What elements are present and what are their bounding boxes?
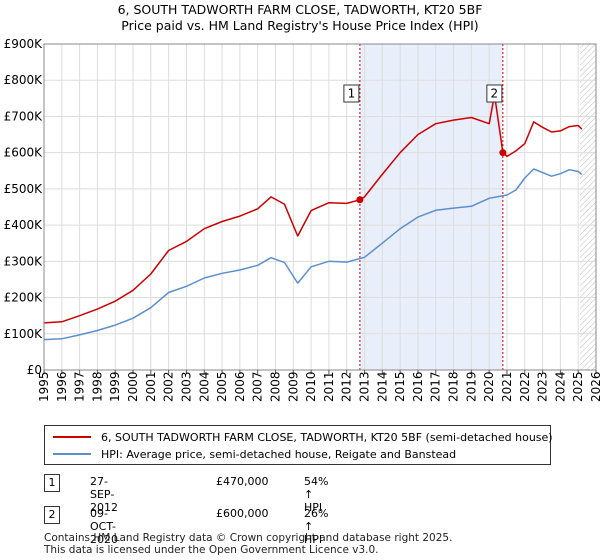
x-tick-label: 2023 [536, 371, 550, 402]
x-tick-label: 2006 [233, 371, 247, 402]
transaction-date: 27-SEP-2012 [90, 475, 118, 514]
x-tick-label: 2009 [286, 371, 300, 402]
chart-legend: 6, SOUTH TADWORTH FARM CLOSE, TADWORTH, … [44, 425, 553, 465]
legend-item-property: 6, SOUTH TADWORTH FARM CLOSE, TADWORTH, … [53, 429, 553, 445]
x-tick-label: 2010 [304, 371, 318, 402]
price-chart: 1 2 £0 £100K £200K £300K £400K £500K £600K £700K… [4, 37, 600, 402]
chart-title-block: 6, SOUTH TADWORTH FARM CLOSE, TADWORTH, … [0, 2, 600, 34]
x-tick-label: 1997 [73, 371, 87, 402]
chart-title: 6, SOUTH TADWORTH FARM CLOSE, TADWORTH, … [117, 2, 483, 17]
x-tick-label: 2018 [447, 371, 461, 402]
x-tick-label: 2015 [393, 371, 407, 402]
legend-swatch-hpi [53, 453, 91, 455]
y-tick-label: £900K [4, 37, 44, 51]
x-tick-label: 2003 [179, 371, 193, 402]
x-tick-label: 1996 [55, 371, 69, 402]
transaction-price: £470,000 [216, 475, 269, 488]
hatched-future-region [579, 44, 596, 370]
x-tick-label: 2016 [411, 371, 425, 402]
x-tick-label: 2004 [197, 371, 211, 402]
legend-label-property: 6, SOUTH TADWORTH FARM CLOSE, TADWORTH, … [101, 430, 553, 444]
series-line [43, 168, 583, 341]
x-tick-label: 2026 [589, 371, 600, 402]
y-tick-label: £800K [4, 73, 44, 87]
x-tick-label: 2000 [126, 371, 140, 402]
x-tick-label: 2022 [518, 371, 532, 402]
x-tick-label: 2014 [375, 371, 389, 402]
transaction-hpi-change: 54% ↑ HPI [304, 475, 329, 514]
x-tick-label: 1999 [108, 371, 122, 402]
legend-label-hpi: HPI: Average price, semi-detached house,… [101, 447, 457, 461]
x-tick-label: 1998 [90, 371, 104, 402]
x-tick-label: 2025 [571, 371, 585, 402]
transaction-date: 09-OCT-2020 [90, 507, 118, 546]
transaction-point [356, 196, 364, 204]
x-tick-label: 2021 [500, 371, 514, 402]
transaction-marker-badge: 2 [44, 506, 60, 524]
y-tick-label: £600K [4, 146, 44, 160]
y-tick-label: £200K [4, 291, 44, 305]
ownership-shaded-region [359, 44, 503, 370]
transaction-price: £600,000 [216, 507, 269, 520]
y-tick-label: £300K [4, 254, 44, 268]
transaction-label-box [486, 84, 503, 103]
chart-subtitle: Price paid vs. HM Land Registry's House … [121, 18, 479, 33]
legend-swatch-property [53, 436, 91, 438]
footer-copyright: Contains HM Land Registry data © Crown c… [44, 532, 453, 544]
x-tick-label: 2013 [358, 371, 372, 402]
x-tick-label: 2001 [144, 371, 158, 402]
transaction-label: 2 [491, 87, 499, 101]
transaction-label-box [343, 84, 360, 103]
legend-item-hpi: HPI: Average price, semi-detached house,… [53, 446, 456, 462]
transaction-hpi-change: 26% ↑ HPI [304, 507, 329, 546]
x-tick-label: 2017 [429, 371, 443, 402]
x-tick-label: 2024 [553, 371, 567, 402]
x-tick-label: 1995 [37, 371, 51, 402]
transaction-point [499, 149, 507, 157]
y-tick-label: £0 [27, 363, 42, 377]
footer-licence: This data is licensed under the Open Gov… [44, 544, 379, 556]
y-tick-label: £400K [4, 218, 44, 232]
transaction-marker-badge: 1 [44, 474, 60, 492]
x-tick-label: 2008 [268, 371, 282, 402]
x-tick-label: 2012 [340, 371, 354, 402]
x-tick-label: 2011 [322, 371, 336, 402]
x-tick-label: 2007 [251, 371, 265, 402]
y-tick-label: £500K [4, 182, 44, 196]
plot-frame [43, 43, 597, 371]
y-tick-label: £700K [4, 109, 44, 123]
x-tick-label: 2020 [482, 371, 496, 402]
x-tick-label: 2002 [162, 371, 176, 402]
transaction-label: 1 [348, 87, 356, 101]
x-tick-label: 2019 [464, 371, 478, 402]
x-tick-label: 2005 [215, 371, 229, 402]
y-tick-label: £100K [4, 327, 44, 341]
footer: Contains HM Land Registry data © Crown c… [44, 532, 452, 556]
